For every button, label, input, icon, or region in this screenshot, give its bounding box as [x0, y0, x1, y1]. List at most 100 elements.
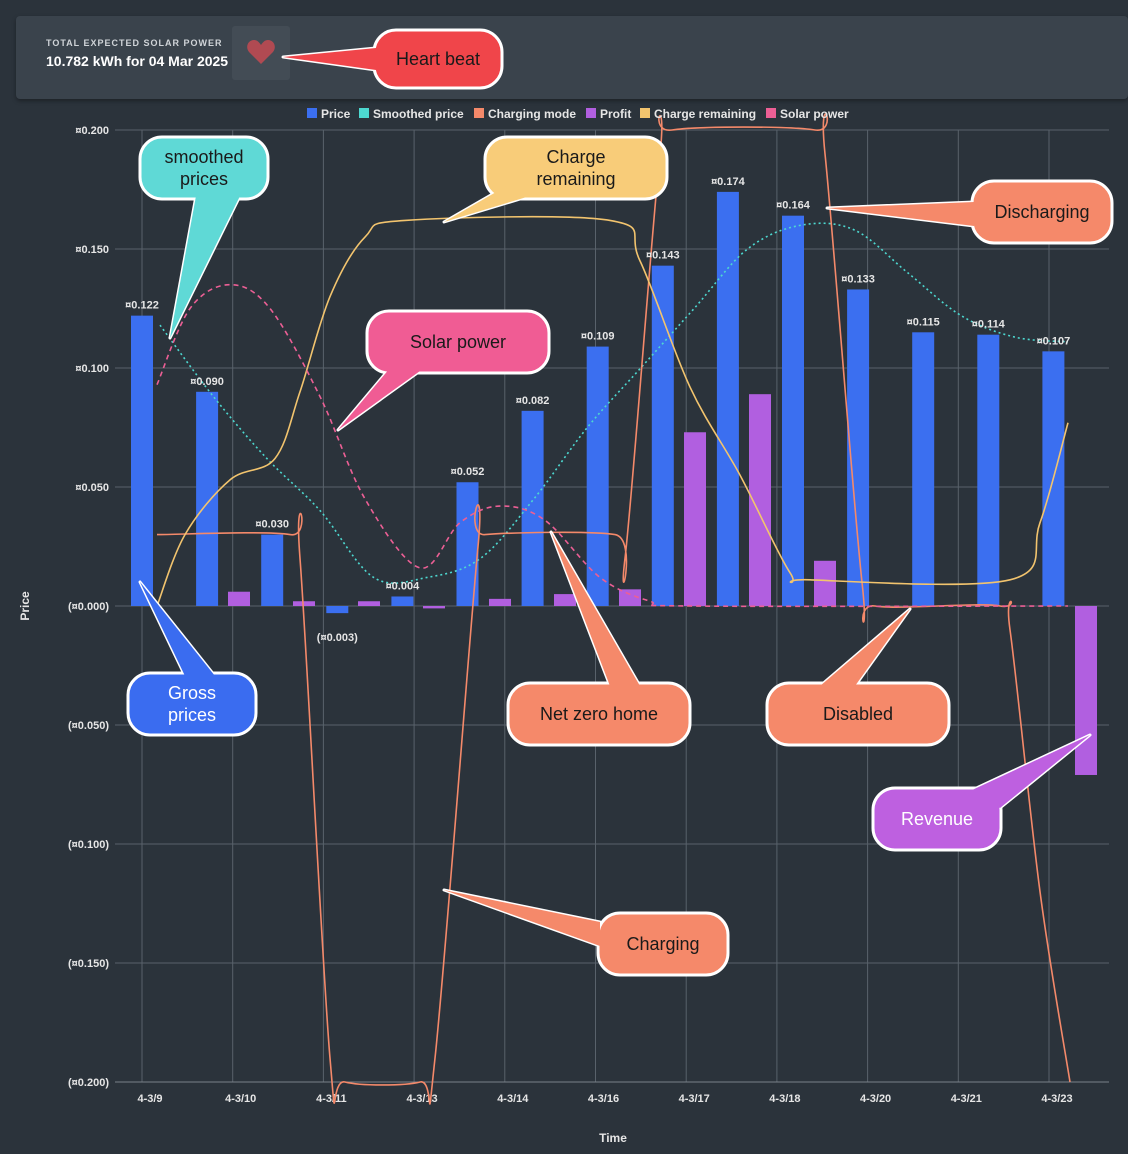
- x-axis-ticks: 4-3/9 4-3/10 4-3/11 4-3/13 4-3/14 4-3/16 4-3/1…: [137, 1093, 1072, 1105]
- legend-label: Charge remaining: [654, 107, 756, 121]
- callout-text-netzero: Net zero home: [540, 704, 658, 724]
- price-bar: [651, 265, 674, 606]
- legend-swatch: [640, 108, 650, 118]
- callout-pointer-fill-smoothed: [170, 196, 240, 338]
- callout-text-charge: remaining: [536, 169, 615, 189]
- callout-text-heartbeat: Heart beat: [396, 49, 480, 69]
- price-bar: [391, 596, 414, 606]
- profit-bar: [619, 589, 641, 606]
- legend-swatch: [766, 108, 776, 118]
- profit-bar: [554, 594, 576, 606]
- bar-series: [131, 191, 1097, 775]
- callout-bubble-charge: [483, 135, 669, 201]
- y-tick-label: (¤0.150): [68, 958, 109, 970]
- price-bar: [912, 332, 935, 606]
- price-bar: [196, 391, 219, 606]
- x-tick-label: 4-3/18: [769, 1093, 800, 1105]
- callout-pointer-fill-solar: [338, 368, 420, 430]
- y-tick-label: ¤0.100: [75, 363, 109, 375]
- y-tick-label: (¤0.200): [68, 1077, 109, 1089]
- charge-remaining-line: [156, 215, 1069, 607]
- profit-bar: [814, 560, 836, 606]
- x-tick-label: 4-3/20: [860, 1093, 891, 1105]
- profit-bar: [293, 601, 315, 606]
- y-tick-label: (¤0.100): [68, 839, 109, 851]
- legend-label: Charging mode: [488, 107, 576, 121]
- price-bar: [847, 289, 870, 606]
- callout-pointer-fill-netzero: [551, 532, 640, 686]
- x-tick-label: 4-3/11: [316, 1093, 347, 1105]
- callout-bubble-disabled: [765, 681, 951, 747]
- price-bar: [716, 191, 739, 606]
- price-bar: [782, 215, 804, 606]
- legend-swatch: [474, 108, 484, 118]
- callout-text-smoothed: prices: [180, 169, 228, 189]
- heart-icon: [247, 40, 275, 64]
- legend-label: Solar power: [780, 107, 849, 121]
- x-tick-label: 4-3/21: [951, 1093, 982, 1105]
- solar-summary-value: 10.782 kWh for 04 Mar 2025: [46, 53, 229, 69]
- x-tick-label: 4-3/13: [406, 1093, 437, 1105]
- price-bar: [521, 410, 544, 606]
- callout-annotations: Heart beatsmoothedpricesChargeremainingD…: [126, 28, 1114, 977]
- y-tick-label: ¤0.200: [75, 125, 109, 137]
- price-data-label: ¤0.082: [516, 395, 550, 407]
- x-tick-label: 4-3/17: [679, 1093, 710, 1105]
- x-tick-label: 4-3/10: [225, 1093, 256, 1105]
- profit-bar: [1075, 606, 1097, 775]
- smoothed-price-line: [159, 222, 1069, 584]
- price-bar: [131, 315, 153, 606]
- y-tick-label: ¤0.050: [75, 482, 109, 494]
- price-bar: [326, 606, 349, 614]
- profit-bar: [423, 606, 445, 609]
- y-axis-ticks: ¤0.200 ¤0.150 ¤0.100 ¤0.050 (¤0.000) (¤0.050)…: [68, 125, 109, 1089]
- solar-summary-card: TOTAL EXPECTED SOLAR POWER 10.782 kWh fo…: [16, 16, 1128, 99]
- callout-text-gross: Gross: [168, 683, 216, 703]
- callout-pointer-fill-heartbeat: [283, 48, 376, 70]
- x-tick-label: 4-3/23: [1041, 1093, 1072, 1105]
- price-data-label: ¤0.115: [907, 316, 940, 328]
- price-data-label: ¤0.090: [190, 376, 224, 388]
- legend-label: Profit: [600, 107, 631, 121]
- x-axis-title: Time: [599, 1131, 627, 1145]
- heartbeat-indicator: [232, 26, 290, 80]
- price-data-label: ¤0.114: [972, 319, 1006, 331]
- legend-label: Price: [321, 107, 351, 121]
- x-tick-label: 4-3/16: [588, 1093, 619, 1105]
- y-tick-label: ¤0.150: [75, 244, 109, 256]
- callout-text-solar: Solar power: [410, 332, 506, 352]
- price-data-label: ¤0.143: [646, 250, 680, 262]
- callout-pointer-fill-gross: [140, 582, 215, 676]
- profit-bar: [489, 598, 511, 606]
- price-data-label: ¤0.107: [1037, 335, 1071, 347]
- callout-text-gross: prices: [168, 705, 216, 725]
- price-data-label: ¤0.004: [386, 580, 421, 592]
- callout-bubble-netzero: [506, 681, 692, 747]
- x-tick-label: 4-3/9: [137, 1093, 162, 1105]
- profit-bar: [684, 432, 706, 606]
- profit-bar: [358, 601, 380, 606]
- callout-text-charging: Charging: [626, 934, 699, 954]
- legend-swatch: [586, 108, 596, 118]
- price-bar: [586, 346, 609, 606]
- price-data-label: ¤0.174: [711, 176, 746, 188]
- price-data-label: ¤0.109: [581, 331, 615, 343]
- callout-text-disabled: Disabled: [823, 704, 893, 724]
- legend-label: Smoothed price: [373, 107, 464, 121]
- profit-bar: [749, 394, 771, 606]
- callout-text-charge: Charge: [546, 147, 605, 167]
- chart-legend: Price Smoothed price Charging mode Profit Ch…: [307, 107, 849, 121]
- legend-swatch: [307, 108, 317, 118]
- price-bar: [261, 534, 284, 606]
- callout-pointer-fill-charging: [444, 890, 600, 946]
- callout-text-revenue: Revenue: [901, 809, 973, 829]
- price-bar: [977, 334, 1000, 606]
- callout-text-smoothed: smoothed: [164, 147, 243, 167]
- legend-swatch: [359, 108, 369, 118]
- price-data-label: ¤0.164: [776, 200, 811, 212]
- price-data-label: ¤0.030: [255, 519, 289, 531]
- price-data-label: (¤0.003): [317, 632, 358, 644]
- callout-pointer-fill-disabled: [820, 609, 910, 686]
- solar-summary-label: TOTAL EXPECTED SOLAR POWER: [46, 38, 223, 48]
